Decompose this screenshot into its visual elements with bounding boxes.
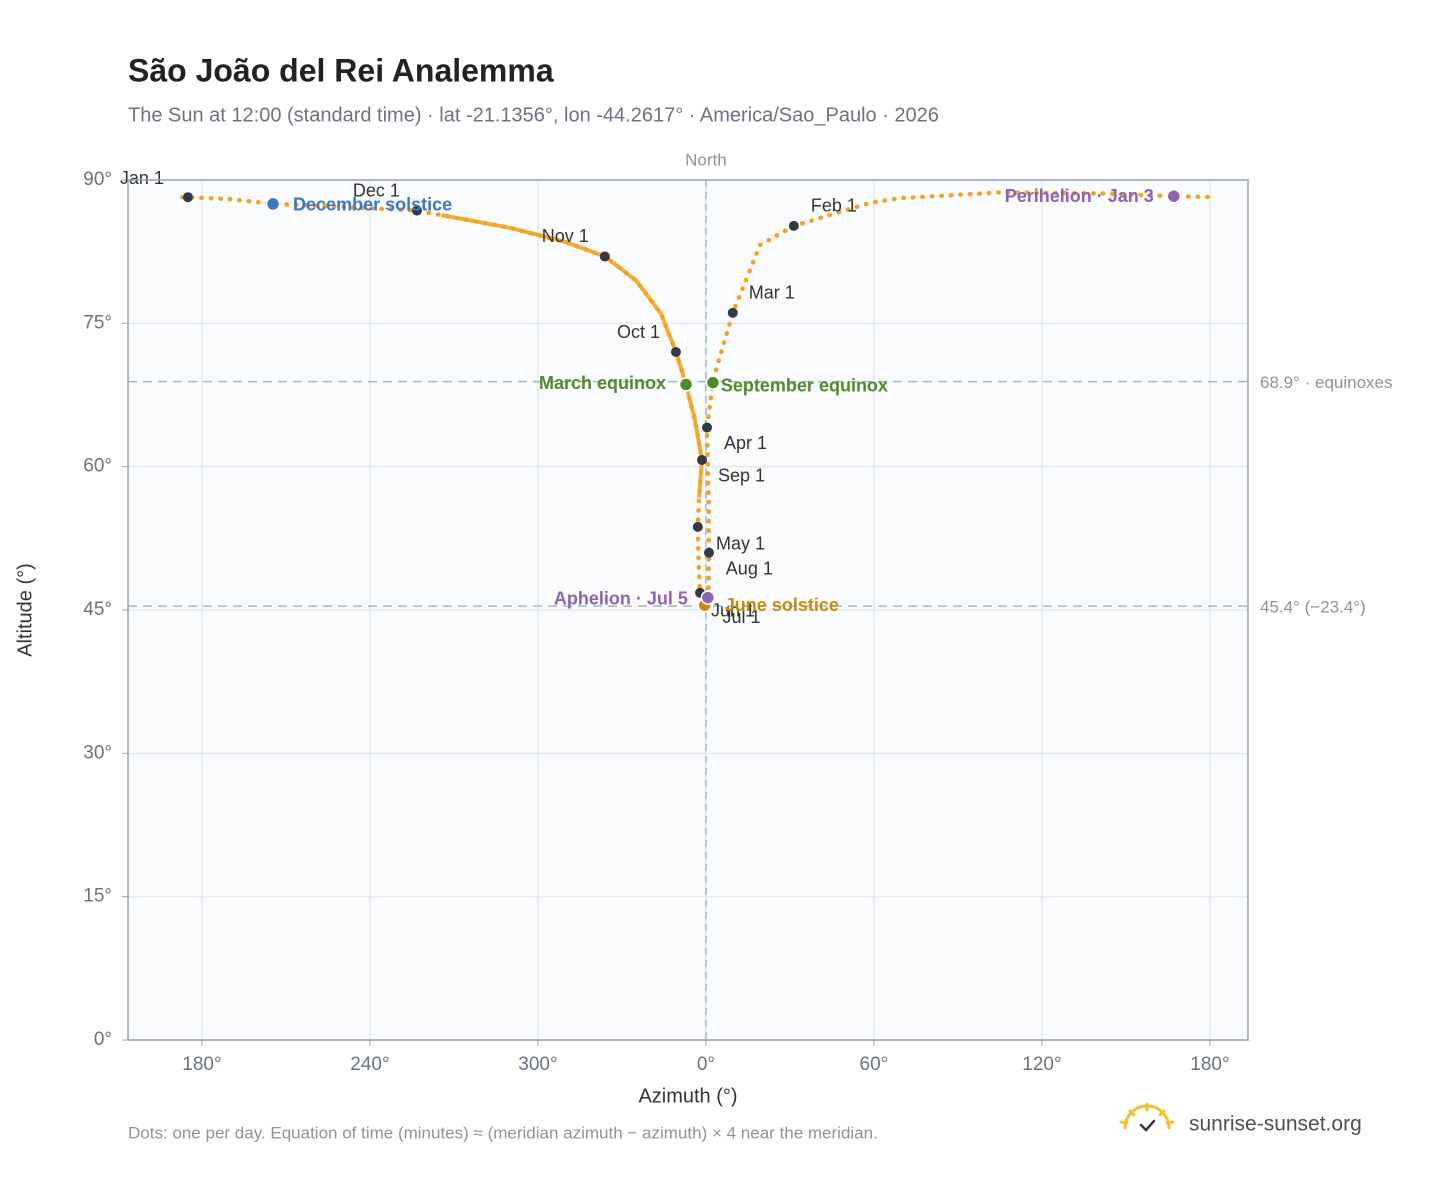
y-tick-label: 30°: [83, 742, 112, 763]
date-label: Jun 1: [711, 601, 755, 621]
date-label: Jul 1: [722, 607, 760, 627]
event-label: December solstice: [293, 195, 452, 215]
y-tick-label: 45°: [83, 599, 112, 620]
x-tick-label: 240°: [350, 1054, 389, 1075]
date-label: Sep 1: [718, 466, 765, 486]
event-marker: [265, 196, 281, 212]
y-tick-label: 15°: [83, 886, 112, 907]
event-label: Perihelion · Jan 3: [1005, 186, 1154, 206]
date-marker: [788, 220, 799, 231]
x-tick-label: 300°: [518, 1054, 557, 1075]
event-label: September equinox: [721, 375, 888, 395]
date-marker: [599, 251, 610, 262]
event-marker: [678, 377, 694, 392]
y-tick-label: 75°: [83, 312, 112, 333]
date-marker: [411, 205, 422, 216]
date-label: Aug 1: [726, 559, 773, 579]
date-marker: [702, 422, 713, 433]
date-marker: [704, 547, 714, 558]
y-tick-label: 0°: [94, 1029, 112, 1050]
x-tick-label: 60°: [860, 1054, 889, 1075]
grid: 0° 15° 30° 45° 60° 75° 90° 180° 240° 300° 0° 60° 120…: [83, 169, 1248, 1075]
event-label: June solstice: [725, 595, 839, 615]
date-label: Jan 1: [120, 168, 164, 188]
footnote: Dots: one per day. Equation of time (min…: [128, 1123, 878, 1142]
date-label: Apr 1: [724, 433, 767, 453]
x-tick-label: 180°: [1190, 1054, 1229, 1075]
reference-label: 45.4° (−23.4°): [1260, 598, 1366, 617]
y-axis-title: Altitude (°): [14, 563, 36, 657]
date-marker: [692, 521, 703, 532]
x-tick-label: 0°: [697, 1054, 715, 1075]
date-label: Feb 1: [811, 196, 857, 216]
date-label: Dec 1: [353, 180, 400, 200]
y-tick-label: 60°: [83, 456, 112, 477]
date-marker: [182, 192, 193, 203]
event-label: March equinox: [539, 373, 666, 393]
date-label: Nov 1: [542, 226, 589, 246]
event-label: Aphelion · Jul 5: [554, 588, 688, 608]
brand: sunrise-sunset.org: [1189, 1113, 1362, 1136]
date-marker: [727, 307, 738, 318]
chart-title: São João del Rei Analemma: [128, 52, 554, 88]
event-marker: [705, 375, 721, 390]
y-tick-label: 90°: [83, 169, 112, 190]
date-label: Mar 1: [749, 283, 795, 303]
meridian-label: North: [685, 150, 727, 169]
x-tick-label: 120°: [1022, 1054, 1061, 1075]
event-marker: [1166, 188, 1182, 204]
date-marker: [670, 347, 681, 357]
date-label: Oct 1: [617, 322, 660, 342]
x-axis-title: Azimuth (°): [638, 1085, 737, 1107]
reference-label: 68.9° · equinoxes: [1260, 373, 1393, 392]
brand-logo: [1119, 1102, 1175, 1132]
chart-subtitle: The Sun at 12:00 (standard time) · lat -…: [128, 104, 939, 126]
event-marker: [700, 590, 716, 605]
analemma-core: [182, 190, 1216, 608]
date-label: May 1: [716, 533, 765, 553]
plot-frame: [127, 179, 1249, 1041]
date-marker: [697, 454, 707, 465]
x-tick-label: 180°: [182, 1054, 221, 1075]
